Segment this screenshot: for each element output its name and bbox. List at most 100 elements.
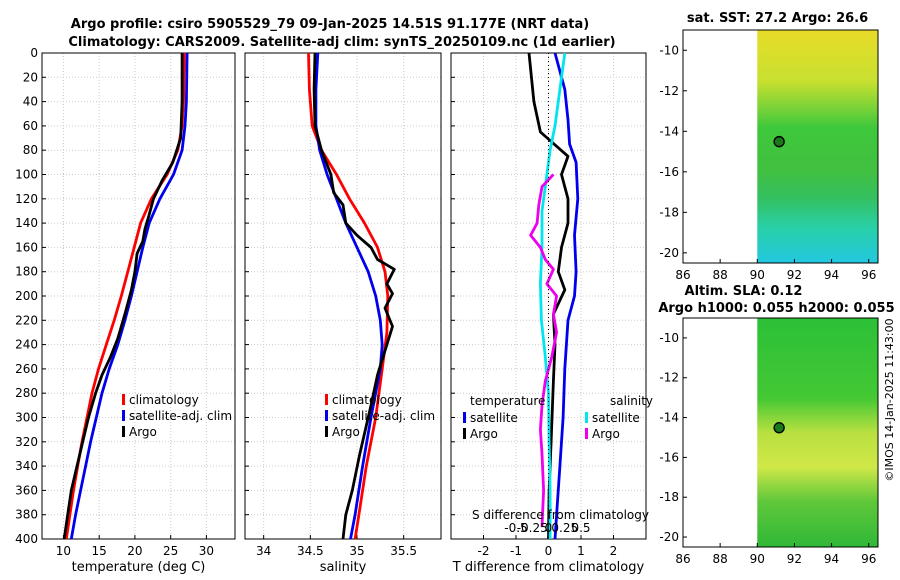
map-y-tick-label: -18 bbox=[659, 490, 679, 504]
legend-t-label: satellite bbox=[470, 411, 518, 425]
legend-swatch bbox=[122, 394, 125, 405]
legend-swatch bbox=[122, 426, 125, 437]
legend-t-label: Argo bbox=[470, 427, 498, 441]
axes-frame bbox=[244, 52, 442, 540]
map-x-tick-label: 94 bbox=[824, 552, 839, 566]
panel-temperature: 0 20 40 60 80 100 120 140 160 180 200 220 240 260 280 3… bbox=[15, 46, 236, 575]
y-tick-label: 240 bbox=[15, 338, 38, 352]
map-field bbox=[757, 318, 878, 547]
series-line-argo bbox=[312, 52, 396, 540]
map-subtitle: Argo h1000: 0.055 h2000: 0.055 bbox=[658, 301, 894, 316]
y-tick-label: 280 bbox=[15, 386, 38, 400]
legend-swatch bbox=[325, 426, 328, 437]
x-axis-label: temperature (deg C) bbox=[72, 560, 206, 575]
x-tick-label: 34.5 bbox=[297, 544, 324, 558]
y-tick-label: 140 bbox=[15, 216, 38, 230]
x-tick-label: 25 bbox=[163, 544, 178, 558]
legend-swatch bbox=[122, 410, 125, 421]
y-tick-label: 200 bbox=[15, 289, 38, 303]
x-tick-label: -1 bbox=[510, 544, 522, 558]
legend-swatch bbox=[463, 428, 466, 439]
map-y-tick-label: -10 bbox=[659, 331, 679, 345]
map-y-tick-label: -12 bbox=[659, 84, 679, 98]
s-tick-label: -0.5 bbox=[504, 521, 527, 535]
y-tick-label: 320 bbox=[15, 435, 38, 449]
y-tick-label: 60 bbox=[23, 119, 38, 133]
map-y-tick-label: -12 bbox=[659, 371, 679, 385]
x-tick-label: 35 bbox=[349, 544, 364, 558]
legend-s-label: satellite bbox=[592, 411, 640, 425]
y-tick-label: 160 bbox=[15, 240, 38, 254]
map-x-tick-label: 96 bbox=[861, 268, 876, 282]
y-tick-label: 400 bbox=[15, 532, 38, 546]
x-tick-label: 2 bbox=[610, 544, 618, 558]
map-x-tick-label: 86 bbox=[675, 552, 690, 566]
x-tick-label: 10 bbox=[56, 544, 71, 558]
series-line-satellite-adj-clim bbox=[314, 52, 384, 540]
legend-label: satellite-adj. clim bbox=[129, 409, 232, 423]
series-line-climatology bbox=[64, 52, 186, 540]
x-tick-label: 15 bbox=[92, 544, 107, 558]
map-x-tick-label: 90 bbox=[750, 552, 765, 566]
s-tick-label: 0.5 bbox=[571, 521, 590, 535]
map-x-tick-label: 90 bbox=[750, 268, 765, 282]
argo-location-marker bbox=[773, 135, 785, 148]
legend-t-heading: temperature bbox=[470, 394, 545, 408]
legend-s-label: Argo bbox=[592, 427, 620, 441]
argo-location-marker bbox=[773, 422, 785, 434]
legend-label: climatology bbox=[129, 393, 199, 407]
y-tick-label: 260 bbox=[15, 362, 38, 376]
legend-label: climatology bbox=[332, 393, 402, 407]
legend-swatch bbox=[585, 428, 588, 439]
series-line-t-argo bbox=[527, 52, 570, 540]
s-tick-label: -0.25 bbox=[517, 521, 548, 535]
map-y-tick-label: -14 bbox=[659, 124, 679, 138]
y-tick-label: 40 bbox=[23, 95, 38, 109]
y-tick-label: 220 bbox=[15, 313, 38, 327]
legend-swatch bbox=[325, 410, 328, 421]
map-x-tick-label: 88 bbox=[713, 268, 728, 282]
legend-label: satellite-adj. clim bbox=[332, 409, 435, 423]
legend-label: Argo bbox=[332, 425, 360, 439]
map-y-tick-label: -20 bbox=[659, 246, 679, 260]
series-line-t-satellite bbox=[553, 52, 580, 540]
y-tick-label: 100 bbox=[15, 168, 38, 182]
map-sst: 86 88 90 92 94 96 -10 -12 -14 -16 -18 -20 sat. SST: … bbox=[659, 11, 879, 282]
x-tick-label: 20 bbox=[127, 544, 142, 558]
map-x-tick-label: 86 bbox=[675, 268, 690, 282]
legend-swatch bbox=[325, 394, 328, 405]
legend-swatch bbox=[463, 412, 466, 423]
figure-title-line2: Climatology: CARS2009. Satellite-adj cli… bbox=[68, 35, 615, 50]
s-tick-label: 0.25 bbox=[551, 521, 578, 535]
map-title: Altim. SLA: 0.12 bbox=[685, 284, 803, 299]
legend-swatch bbox=[585, 412, 588, 423]
y-tick-label: 300 bbox=[15, 411, 38, 425]
y-tick-label: 340 bbox=[15, 459, 38, 473]
map-sla: 86 88 90 92 94 96 -10 -12 -14 -16 -18 -20 Altim. SLA… bbox=[658, 284, 894, 566]
figure-title-line1: Argo profile: csiro 5905529_79 09-Jan-20… bbox=[71, 17, 589, 32]
series-line-argo bbox=[62, 53, 184, 540]
x-tick-label: 0 bbox=[545, 544, 553, 558]
x-tick-label: 30 bbox=[199, 544, 214, 558]
map-x-tick-label: 96 bbox=[861, 552, 876, 566]
x-axis-label: salinity bbox=[320, 560, 367, 575]
panel-salinity: 34 34.5 35 35.5 salinity climatology satellite… bbox=[244, 52, 442, 575]
map-y-tick-label: -16 bbox=[659, 450, 679, 464]
x-tick-label: 34 bbox=[256, 544, 271, 558]
y-tick-label: 80 bbox=[23, 143, 38, 157]
s-tick-label: 0 bbox=[545, 521, 553, 535]
y-tick-label: 180 bbox=[15, 265, 38, 279]
x-tick-label: 1 bbox=[577, 544, 585, 558]
credit-text: ©IMOS 14-Jan-2025 11:43:00 bbox=[883, 318, 896, 481]
y-tick-label: 120 bbox=[15, 192, 38, 206]
y-tick-label: 360 bbox=[15, 483, 38, 497]
map-y-tick-label: -20 bbox=[659, 530, 679, 544]
map-y-tick-label: -18 bbox=[659, 205, 679, 219]
map-y-tick-label: -14 bbox=[659, 411, 679, 425]
map-y-tick-label: -10 bbox=[659, 43, 679, 57]
legend-label: Argo bbox=[129, 425, 157, 439]
map-x-tick-label: 92 bbox=[787, 552, 802, 566]
map-y-tick-label: -16 bbox=[659, 165, 679, 179]
y-tick-label: 380 bbox=[15, 508, 38, 522]
